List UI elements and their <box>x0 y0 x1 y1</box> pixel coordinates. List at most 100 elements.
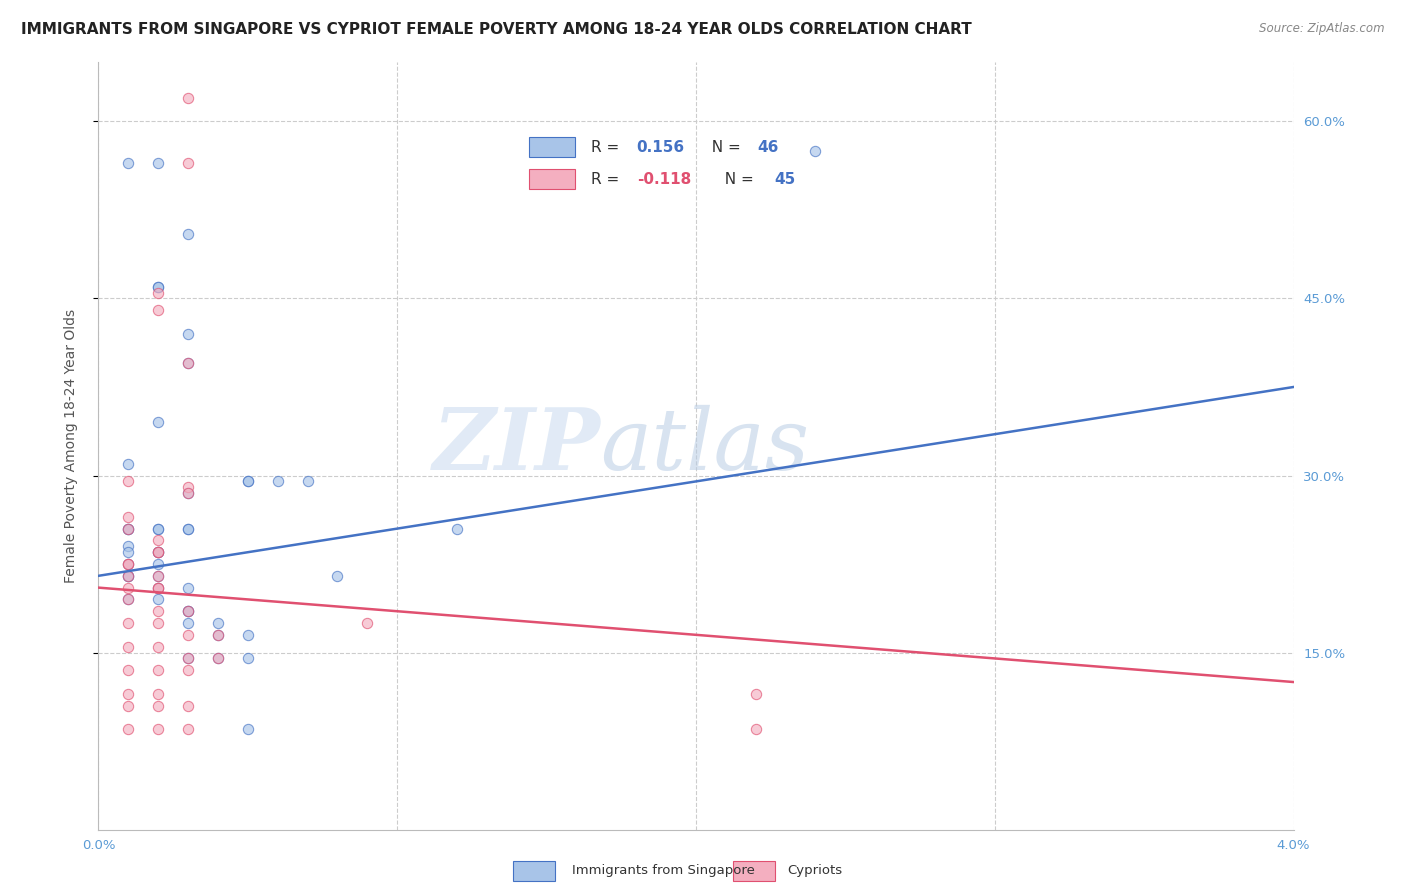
Point <box>148 663 170 677</box>
Point <box>207 651 229 665</box>
Point <box>177 604 200 618</box>
Point <box>148 533 170 548</box>
Point <box>177 522 200 536</box>
Text: 46: 46 <box>758 139 779 154</box>
Point <box>177 723 200 737</box>
Point <box>177 698 200 713</box>
Point <box>177 486 200 500</box>
Point <box>207 615 229 630</box>
Point <box>148 604 170 618</box>
Point <box>148 723 170 737</box>
Point <box>148 522 170 536</box>
Point <box>236 723 259 737</box>
Point <box>207 651 229 665</box>
FancyBboxPatch shape <box>529 136 575 157</box>
Point <box>148 279 170 293</box>
Text: R =: R = <box>591 139 624 154</box>
Point <box>148 303 170 318</box>
Point <box>117 475 139 489</box>
Point <box>117 457 139 471</box>
Point <box>148 569 170 583</box>
Point <box>177 486 200 500</box>
Point <box>148 592 170 607</box>
Point <box>177 628 200 642</box>
Point <box>117 557 139 571</box>
Point <box>446 522 468 536</box>
Point <box>148 545 170 559</box>
Y-axis label: Female Poverty Among 18-24 Year Olds: Female Poverty Among 18-24 Year Olds <box>63 309 77 583</box>
Point <box>236 628 259 642</box>
Point <box>117 522 139 536</box>
Text: N =: N = <box>702 139 745 154</box>
Point <box>177 91 200 105</box>
Point <box>745 687 768 701</box>
Point <box>177 663 200 677</box>
Point <box>117 723 139 737</box>
Text: 0.156: 0.156 <box>637 139 685 154</box>
Point <box>117 155 139 169</box>
Text: IMMIGRANTS FROM SINGAPORE VS CYPRIOT FEMALE POVERTY AMONG 18-24 YEAR OLDS CORREL: IMMIGRANTS FROM SINGAPORE VS CYPRIOT FEM… <box>21 22 972 37</box>
Text: N =: N = <box>716 171 759 186</box>
Point <box>148 581 170 595</box>
Point <box>148 155 170 169</box>
Point <box>117 581 139 595</box>
FancyBboxPatch shape <box>529 169 575 189</box>
Point <box>148 698 170 713</box>
Point <box>117 522 139 536</box>
Point <box>267 475 290 489</box>
Point <box>148 416 170 430</box>
Text: atlas: atlas <box>600 405 810 487</box>
Text: ZIP: ZIP <box>433 404 600 488</box>
Point <box>148 545 170 559</box>
Text: Source: ZipAtlas.com: Source: ZipAtlas.com <box>1260 22 1385 36</box>
Point <box>297 475 319 489</box>
Point <box>148 640 170 654</box>
FancyBboxPatch shape <box>733 861 775 880</box>
Point <box>117 687 139 701</box>
Point <box>117 615 139 630</box>
FancyBboxPatch shape <box>513 861 555 880</box>
Point <box>745 723 768 737</box>
Point <box>117 592 139 607</box>
Text: -0.118: -0.118 <box>637 171 690 186</box>
Point <box>236 651 259 665</box>
Point <box>148 615 170 630</box>
Point <box>177 356 200 370</box>
Point <box>148 522 170 536</box>
Text: Immigrants from Singapore: Immigrants from Singapore <box>572 864 755 877</box>
Text: 45: 45 <box>773 171 796 186</box>
Point <box>236 475 259 489</box>
Point <box>148 581 170 595</box>
Text: Cypriots: Cypriots <box>787 864 842 877</box>
Point <box>177 615 200 630</box>
Point <box>177 581 200 595</box>
Point <box>117 663 139 677</box>
Point <box>177 522 200 536</box>
Point <box>356 615 378 630</box>
Point <box>177 604 200 618</box>
Point <box>117 592 139 607</box>
Point <box>148 581 170 595</box>
Point <box>117 539 139 553</box>
Point <box>117 569 139 583</box>
Point <box>177 356 200 370</box>
Point <box>177 604 200 618</box>
Point <box>148 545 170 559</box>
Point <box>177 651 200 665</box>
Point <box>117 522 139 536</box>
Point <box>148 557 170 571</box>
Point <box>117 569 139 583</box>
Point <box>117 698 139 713</box>
Point <box>207 628 229 642</box>
Point <box>804 144 827 158</box>
Point <box>207 628 229 642</box>
Point <box>117 640 139 654</box>
Point <box>117 557 139 571</box>
Point <box>236 475 259 489</box>
Point <box>177 326 200 341</box>
Point <box>148 279 170 293</box>
Point <box>326 569 349 583</box>
Point <box>117 545 139 559</box>
Point <box>177 480 200 494</box>
Point <box>177 651 200 665</box>
